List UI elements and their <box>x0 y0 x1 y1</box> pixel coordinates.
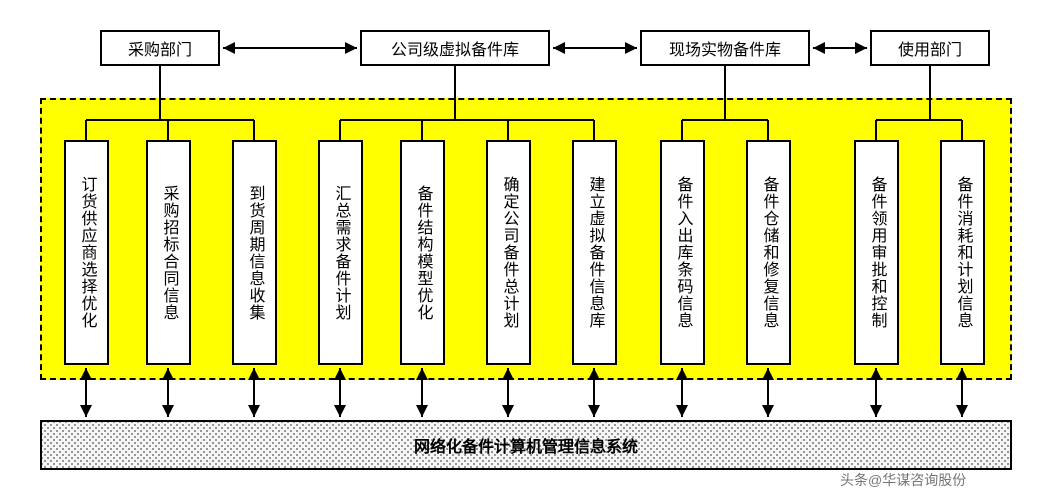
top-node-label: 现场实物备件库 <box>669 36 781 60</box>
top-node-virtual-repo: 公司级虚拟备件库 <box>360 30 550 66</box>
detail-node: 订货供应商选择优化 <box>64 140 109 365</box>
bottom-label: 网络化备件计算机管理信息系统 <box>414 433 638 457</box>
detail-node: 备件消耗和计划信息 <box>940 140 985 365</box>
detail-node: 采购招标合同信息 <box>146 140 191 365</box>
top-node-physical-repo: 现场实物备件库 <box>640 30 810 66</box>
detail-node: 到货周期信息收集 <box>232 140 277 365</box>
spare-parts-diagram: 采购部门 公司级虚拟备件库 现场实物备件库 使用部门 订货供应商选择优化 采购招… <box>20 20 1032 484</box>
top-node-usage-dept: 使用部门 <box>870 30 990 66</box>
top-node-label: 使用部门 <box>898 36 962 60</box>
top-node-label: 采购部门 <box>128 36 192 60</box>
detail-node: 备件入出库条码信息 <box>660 140 705 365</box>
bottom-system-box: 网络化备件计算机管理信息系统 <box>40 420 1012 470</box>
detail-node: 备件结构模型优化 <box>400 140 445 365</box>
detail-node: 备件领用审批和控制 <box>854 140 899 365</box>
detail-node: 确定公司备件总计划 <box>486 140 531 365</box>
top-node-label: 公司级虚拟备件库 <box>391 36 519 60</box>
detail-node: 建立虚拟备件信息库 <box>572 140 617 365</box>
watermark: 头条@华谋咨询股份 <box>840 470 966 490</box>
detail-node: 汇总需求备件计划 <box>318 140 363 365</box>
detail-node: 备件仓储和修复信息 <box>746 140 791 365</box>
top-node-procurement: 采购部门 <box>100 30 220 66</box>
